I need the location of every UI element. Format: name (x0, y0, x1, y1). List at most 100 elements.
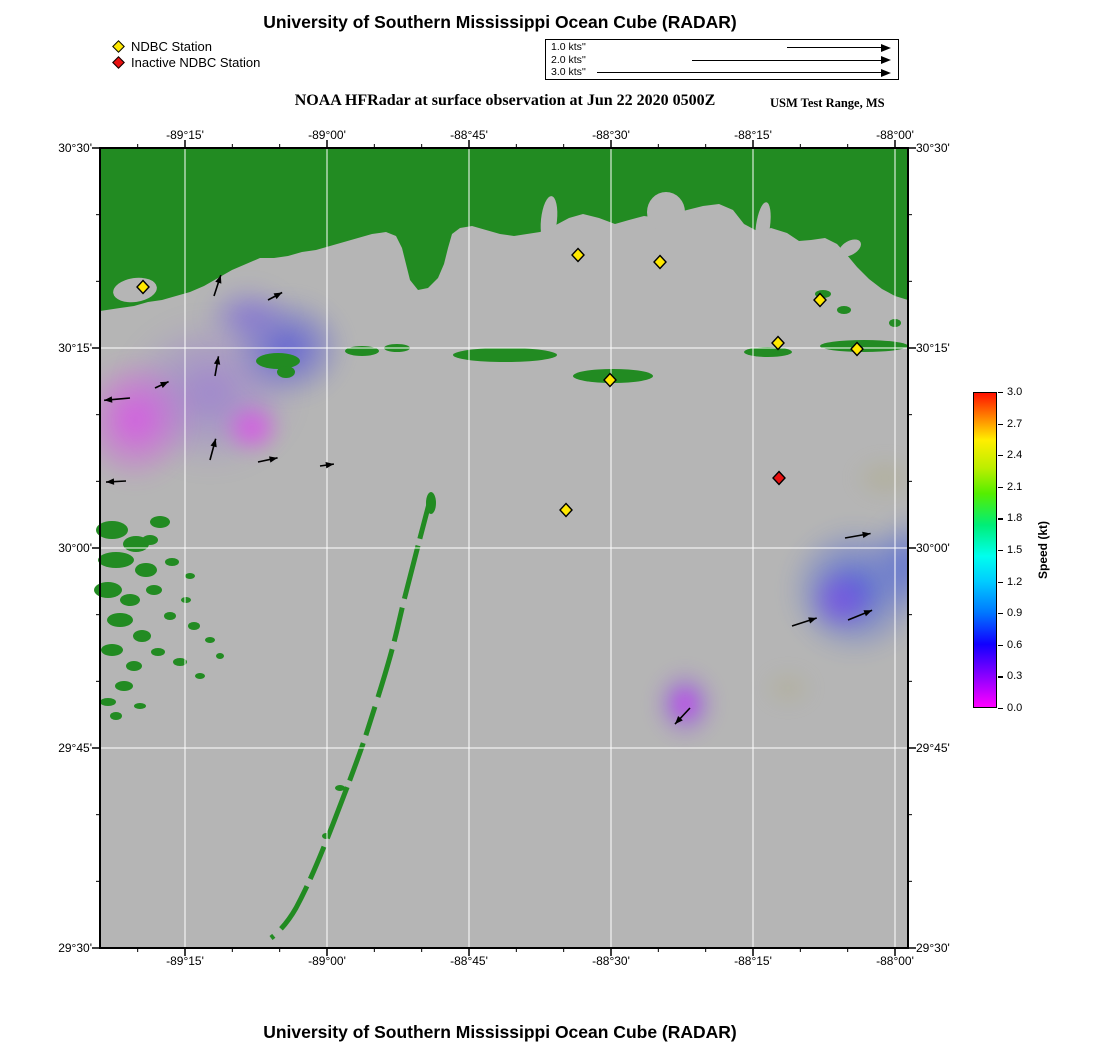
map-svg (92, 140, 916, 956)
lat-tick-label-right: 30°30' (916, 141, 950, 155)
island-cat (256, 353, 300, 369)
vector-scale-arrowhead-icon (881, 56, 891, 65)
current-vector-arrowhead-icon (210, 438, 217, 448)
island-cat-stub (277, 366, 295, 378)
lon-tick-label-bottom: -88°45' (450, 954, 488, 968)
lon-tick-label-bottom: -88°00' (876, 954, 914, 968)
island-dauphin (820, 340, 908, 352)
vector-scale-arrowhead-icon (881, 68, 891, 77)
marsh-island (96, 521, 128, 539)
test-range-label: USM Test Range, MS (770, 96, 885, 110)
colorbar-tick-label: 0.3 (1007, 670, 1023, 683)
ndbc-station-marker (603, 372, 617, 388)
marsh-island (98, 552, 134, 568)
lon-tick-label-top: -88°45' (450, 128, 488, 142)
legend-item: NDBC Station (112, 38, 260, 54)
lon-tick-label-bottom: -89°00' (308, 954, 346, 968)
lat-tick-label-left: 30°30' (58, 141, 92, 155)
lat-tick-label-left: 30°00' (58, 541, 92, 555)
legend-item-label: NDBC Station (131, 38, 212, 54)
station-diamond-icon (112, 39, 125, 53)
station-legend: NDBC Station Inactive NDBC Station (112, 38, 260, 70)
colorbar (973, 392, 997, 708)
marsh-islands (94, 516, 224, 720)
colorbar-tick (998, 392, 1003, 394)
islet (322, 833, 330, 839)
station-layer (136, 247, 864, 518)
inactive-station-diamond-icon (112, 55, 125, 69)
lon-tick-label-top: -89°00' (308, 128, 346, 142)
bay-grand (839, 239, 861, 257)
current-vector-arrowhead-icon (269, 456, 278, 463)
island-west-dauphin (744, 347, 792, 357)
current-vector-arrowhead-icon (106, 478, 115, 485)
legend-item-label: Inactive NDBC Station (131, 54, 261, 70)
colorbar-tick-label: 1.8 (1007, 512, 1023, 525)
lat-tick-label-right: 30°00' (916, 541, 950, 555)
current-vector-arrowhead-icon (104, 396, 113, 403)
marsh-island (151, 648, 165, 656)
island-horn (453, 348, 557, 362)
ndbc-station-marker (850, 341, 864, 357)
marsh-island (107, 613, 133, 627)
colorbar-tick (998, 644, 1003, 646)
marsh-island (216, 653, 224, 659)
page-title: University of Southern Mississippi Ocean… (263, 12, 737, 32)
islet (837, 306, 851, 314)
lon-tick-label-bottom: -88°15' (734, 954, 772, 968)
bay-pascagoula (755, 202, 771, 250)
lat-tick-label-right: 30°15' (916, 341, 950, 355)
speed-blob (186, 271, 310, 361)
colorbar-tick-label: 0.0 (1007, 702, 1023, 714)
marsh-island (115, 681, 133, 691)
colorbar-gradient (974, 393, 996, 707)
vector-scale-line (692, 59, 882, 61)
ndbc-station-marker (813, 292, 827, 308)
marsh-island (195, 673, 205, 679)
lon-tick-label-top: -88°30' (592, 128, 630, 142)
colorbar-tick-label: 2.7 (1007, 417, 1023, 430)
vector-scale-row: 3.0 kts'' (546, 66, 898, 79)
current-vector-arrowhead-icon (273, 292, 283, 300)
vector-scale-row: 2.0 kts'' (546, 54, 898, 67)
colorbar-title-wrap: Speed (kt) (1036, 392, 1050, 708)
page-title-bottom: University of Southern Mississippi Ocean… (263, 1022, 737, 1042)
marsh-island (142, 535, 158, 545)
ndbc-station-marker (653, 254, 667, 270)
marsh-island (146, 585, 162, 595)
lon-tick-label-bottom: -89°15' (166, 954, 204, 968)
marsh-island (181, 597, 191, 603)
speed-blob (750, 662, 826, 714)
vector-scale-line (597, 72, 882, 74)
inactive-ndbc-station-marker (772, 470, 786, 486)
marsh-island (173, 658, 187, 666)
mainland-coast (100, 148, 908, 311)
marsh-island (164, 612, 176, 620)
lon-tick-label-bottom: -88°30' (592, 954, 630, 968)
marsh-island (205, 637, 215, 643)
lon-tick-label-top: -89°15' (166, 128, 204, 142)
speed-blob (794, 554, 890, 646)
current-vector-arrowhead-icon (863, 610, 873, 617)
marsh-island (100, 698, 116, 706)
tick-layer (92, 140, 916, 956)
current-vector-arrowhead-icon (213, 356, 221, 365)
chandeleur-north-tip (426, 492, 436, 514)
ndbc-station-marker (571, 247, 585, 263)
colorbar-tick-label: 0.9 (1007, 607, 1023, 620)
colorbar-tick (998, 486, 1003, 488)
marsh-island (120, 594, 140, 606)
lat-tick-label-left: 29°45' (58, 741, 92, 755)
ndbc-station-marker (136, 279, 150, 295)
vector-scale-row: 1.0 kts'' (546, 41, 898, 54)
current-vector-arrowhead-icon (862, 531, 871, 539)
vector-scale-legend: 1.0 kts'' 2.0 kts'' 3.0 kts'' (545, 39, 899, 80)
bay-st-louis (540, 196, 558, 244)
current-vector-arrowhead-icon (159, 381, 169, 388)
marsh-island (185, 573, 195, 579)
islet (335, 785, 345, 791)
colorbar-title: Speed (kt) (1036, 520, 1050, 579)
colorbar-tick (998, 613, 1003, 615)
colorbar-tick-label: 2.4 (1007, 449, 1023, 462)
